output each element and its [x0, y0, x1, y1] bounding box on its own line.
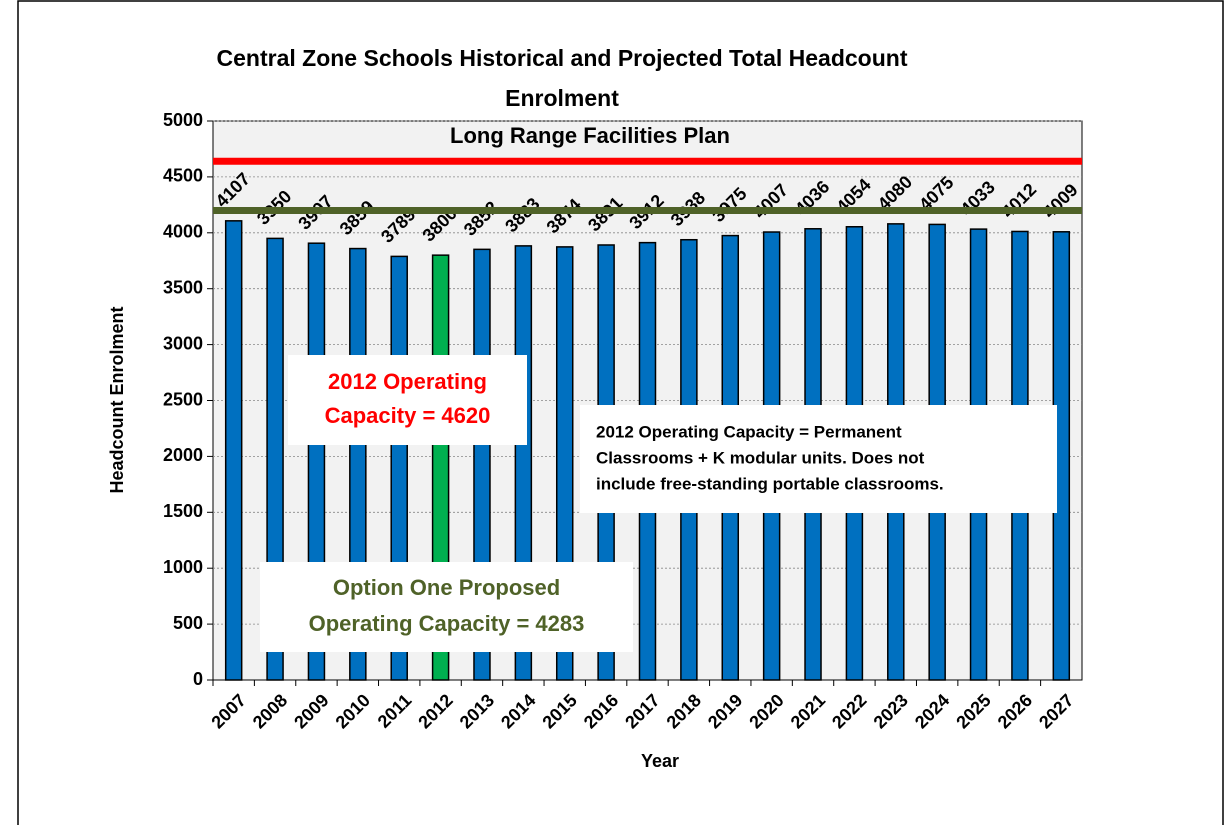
annotation-box [260, 562, 633, 652]
y-tick-label: 0 [193, 669, 203, 689]
annotation: include free-standing portable classroom… [596, 474, 944, 493]
bar [224, 220, 243, 681]
y-tick-label: 500 [173, 613, 203, 633]
x-axis-label: Year [641, 751, 679, 771]
y-tick-label: 2500 [163, 389, 203, 409]
y-tick-label: 5000 [163, 110, 203, 130]
y-tick-label: 3500 [163, 277, 203, 297]
annotation: Operating Capacity = 4283 [309, 611, 585, 636]
chart-title: Central Zone Schools Historical and Proj… [217, 45, 908, 71]
annotation-box [288, 355, 527, 445]
annotation: Capacity = 4620 [325, 403, 491, 428]
annotation-box [580, 405, 1057, 513]
annotation: 2012 Operating Capacity = Permanent [596, 422, 902, 441]
annotation: 2012 Operating [328, 369, 487, 394]
y-tick-label: 4000 [163, 222, 203, 242]
y-axis-label: Headcount Enrolment [107, 306, 127, 493]
y-tick-label: 1000 [163, 557, 203, 577]
annotation: Long Range Facilities Plan [450, 123, 730, 148]
y-tick-label: 1500 [163, 501, 203, 521]
chart-title: Enrolment [505, 85, 619, 111]
y-tick-label: 4500 [163, 166, 203, 186]
annotation: Classrooms + K modular units. Does not [596, 448, 925, 467]
annotation: Option One Proposed [333, 575, 560, 600]
y-tick-label: 2000 [163, 445, 203, 465]
y-tick-label: 3000 [163, 333, 203, 353]
